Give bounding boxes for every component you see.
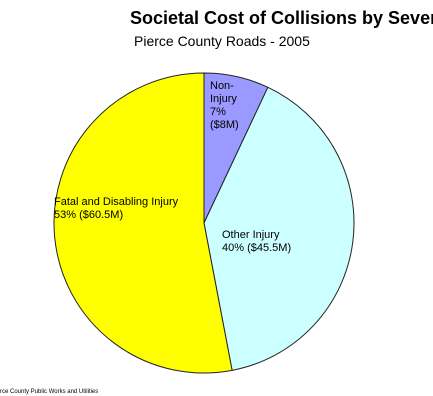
chart-title: Societal Cost of Collisions by Severity <box>130 8 433 28</box>
slice-label: Other Injury 40% ($45.5M) <box>222 229 332 255</box>
pie <box>53 72 355 374</box>
amount-label: ($45.5M) <box>247 242 292 254</box>
slice-label: Fatal and Disabling Injury 53% ($60.5M) <box>54 196 204 222</box>
source-note: rce County Public Works and Utilities <box>0 389 98 395</box>
amount-label: ($8M) <box>210 119 239 131</box>
pie-slice <box>53 72 233 374</box>
category-label: Fatal and Disabling Injury <box>54 196 179 208</box>
category-label: Non-Injury <box>210 80 237 105</box>
value-label: 7% <box>210 106 226 118</box>
slice-label: Non-Injury 7% ($8M) <box>210 80 250 132</box>
pie-slice <box>203 86 355 371</box>
category-label: Other Injury <box>222 229 280 241</box>
value-label: 53% <box>54 209 77 221</box>
value-label: 40% <box>222 242 245 254</box>
chart-subtitle: Pierce County Roads - 2005 <box>134 33 310 49</box>
amount-label: ($60.5M) <box>79 209 124 221</box>
